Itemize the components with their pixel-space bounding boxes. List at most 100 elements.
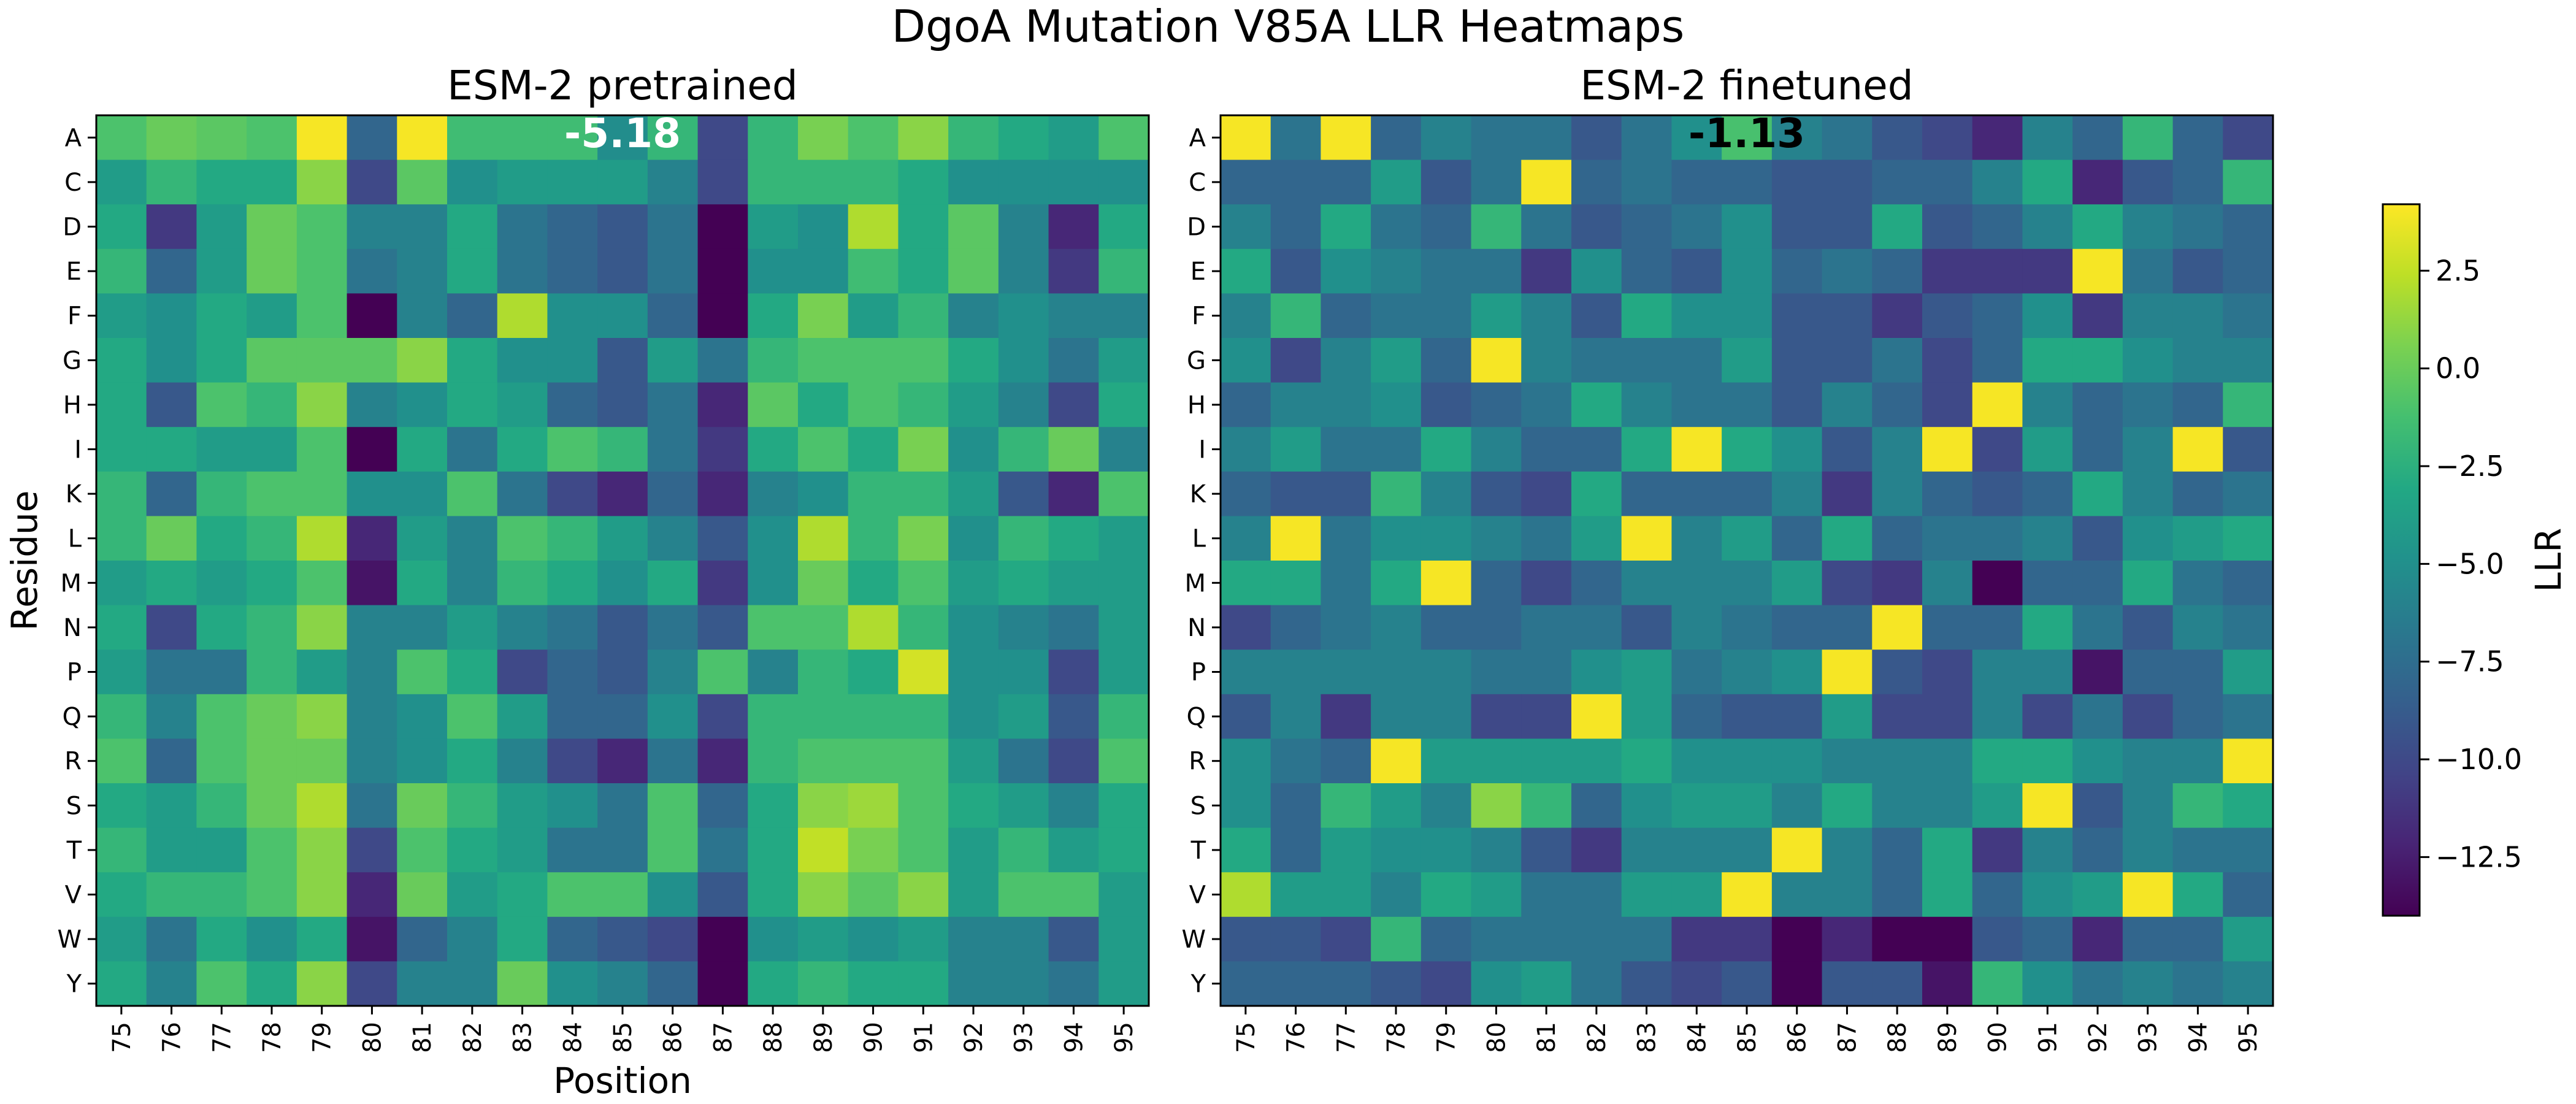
x-tick-label: 75	[1232, 1022, 1260, 1053]
heatmap-cell	[1822, 827, 1873, 873]
heatmap-cell	[1420, 293, 1472, 339]
heatmap-cell	[2223, 783, 2274, 829]
heatmap-cell	[2022, 382, 2073, 427]
heatmap-cell	[647, 650, 699, 695]
heatmap-cell	[1420, 872, 1472, 918]
heatmap-cell	[296, 293, 348, 339]
heatmap-cell	[1872, 872, 1923, 918]
heatmap-cell	[1420, 159, 1472, 205]
heatmap-cell	[1048, 516, 1099, 561]
heatmap-cell	[748, 961, 799, 1006]
heatmap-cell	[2122, 872, 2174, 918]
heatmap-cell	[1771, 561, 1823, 606]
heatmap-cell	[1221, 204, 1271, 250]
x-tick-label: 88	[759, 1022, 788, 1053]
heatmap-cell	[848, 961, 899, 1006]
heatmap-cell	[2022, 159, 2073, 205]
heatmap-cell	[848, 382, 899, 427]
heatmap-cell	[96, 204, 147, 250]
heatmap-cell	[1371, 605, 1422, 650]
heatmap-cell	[1471, 561, 1522, 606]
heatmap-cell	[597, 516, 648, 561]
heatmap-cell	[998, 248, 1049, 294]
y-tick-label: N	[1187, 614, 1206, 642]
heatmap-cell	[1822, 382, 1873, 427]
heatmap-cell	[798, 738, 849, 784]
heatmap-cell	[748, 248, 799, 294]
heatmap-cell	[848, 650, 899, 695]
heatmap-cell	[2022, 204, 2073, 250]
heatmap-cell	[1571, 961, 1622, 1006]
heatmap-cell	[1221, 561, 1271, 606]
heatmap-cell	[597, 204, 648, 250]
heatmap-cell	[397, 916, 448, 962]
heatmap-cell	[1270, 605, 1322, 650]
heatmap-cell	[1771, 605, 1823, 650]
heatmap-cell	[247, 650, 297, 695]
heatmap-cell	[697, 916, 748, 962]
heatmap-cell	[96, 159, 147, 205]
heatmap-cell	[1471, 738, 1522, 784]
heatmap-cell	[748, 115, 799, 161]
heatmap-cell	[447, 650, 498, 695]
heatmap-cell	[848, 738, 899, 784]
heatmap-cell	[1872, 471, 1923, 516]
heatmap-cell	[1471, 916, 1522, 962]
heatmap-cell	[998, 650, 1049, 695]
heatmap-cell	[1221, 471, 1271, 516]
x-tick-label: 80	[358, 1022, 386, 1053]
heatmap-cell	[2172, 916, 2223, 962]
heatmap-cell	[1822, 650, 1873, 695]
heatmap-cell	[1371, 382, 1422, 427]
heatmap-cell	[1722, 783, 1773, 829]
heatmap-cell	[2122, 427, 2174, 472]
x-tick-label: 78	[258, 1022, 286, 1053]
heatmap-cell	[948, 872, 999, 918]
heatmap-cell	[2022, 961, 2073, 1006]
heatmap-cell	[748, 561, 799, 606]
heatmap-cell	[1671, 516, 1722, 561]
heatmap-cell	[1098, 694, 1149, 739]
heatmap-cell	[2022, 338, 2073, 383]
heatmap-cell	[547, 516, 598, 561]
heatmap-cell	[647, 159, 699, 205]
colorbar-label: LLR	[2528, 528, 2569, 592]
y-tick-label: H	[63, 391, 82, 420]
heatmap-cell	[247, 516, 297, 561]
heatmap-cell	[2223, 872, 2274, 918]
heatmap-cell	[497, 694, 548, 739]
heatmap-cell	[296, 694, 348, 739]
y-tick-label: D	[63, 213, 82, 242]
heatmap-cell	[447, 471, 498, 516]
heatmap-cell	[547, 827, 598, 873]
heatmap-cell	[1822, 248, 1873, 294]
x-tick-label: 92	[2084, 1022, 2112, 1053]
heatmap-cell	[848, 115, 899, 161]
x-tick-label: 90	[1984, 1022, 2012, 1053]
heatmap-cell	[2072, 293, 2123, 339]
heatmap-cell	[1972, 605, 2023, 650]
x-tick-label: 92	[960, 1022, 988, 1053]
x-tick-label: 82	[1583, 1022, 1611, 1053]
heatmap-cell	[1270, 961, 1322, 1006]
y-tick-label: V	[1189, 881, 1206, 910]
heatmap-cell	[748, 605, 799, 650]
heatmap-cell	[1521, 516, 1572, 561]
heatmap-cell	[1471, 427, 1522, 472]
heatmap-cell	[547, 293, 598, 339]
heatmap-cell	[96, 827, 147, 873]
heatmap-cell	[1048, 783, 1099, 829]
heatmap-cell	[146, 961, 197, 1006]
heatmap-cell	[1972, 471, 2023, 516]
heatmap-cell	[1420, 650, 1472, 695]
heatmap-cell	[1922, 650, 1973, 695]
heatmap-cell	[247, 115, 297, 161]
heatmap-cell	[1098, 561, 1149, 606]
heatmap-cell	[196, 694, 247, 739]
heatmap-cell	[898, 961, 949, 1006]
heatmap-cell	[497, 916, 548, 962]
heatmap-cell	[296, 471, 348, 516]
heatmap-cell	[347, 338, 397, 383]
heatmap-cell	[1270, 471, 1322, 516]
heatmap-cell	[1420, 783, 1472, 829]
